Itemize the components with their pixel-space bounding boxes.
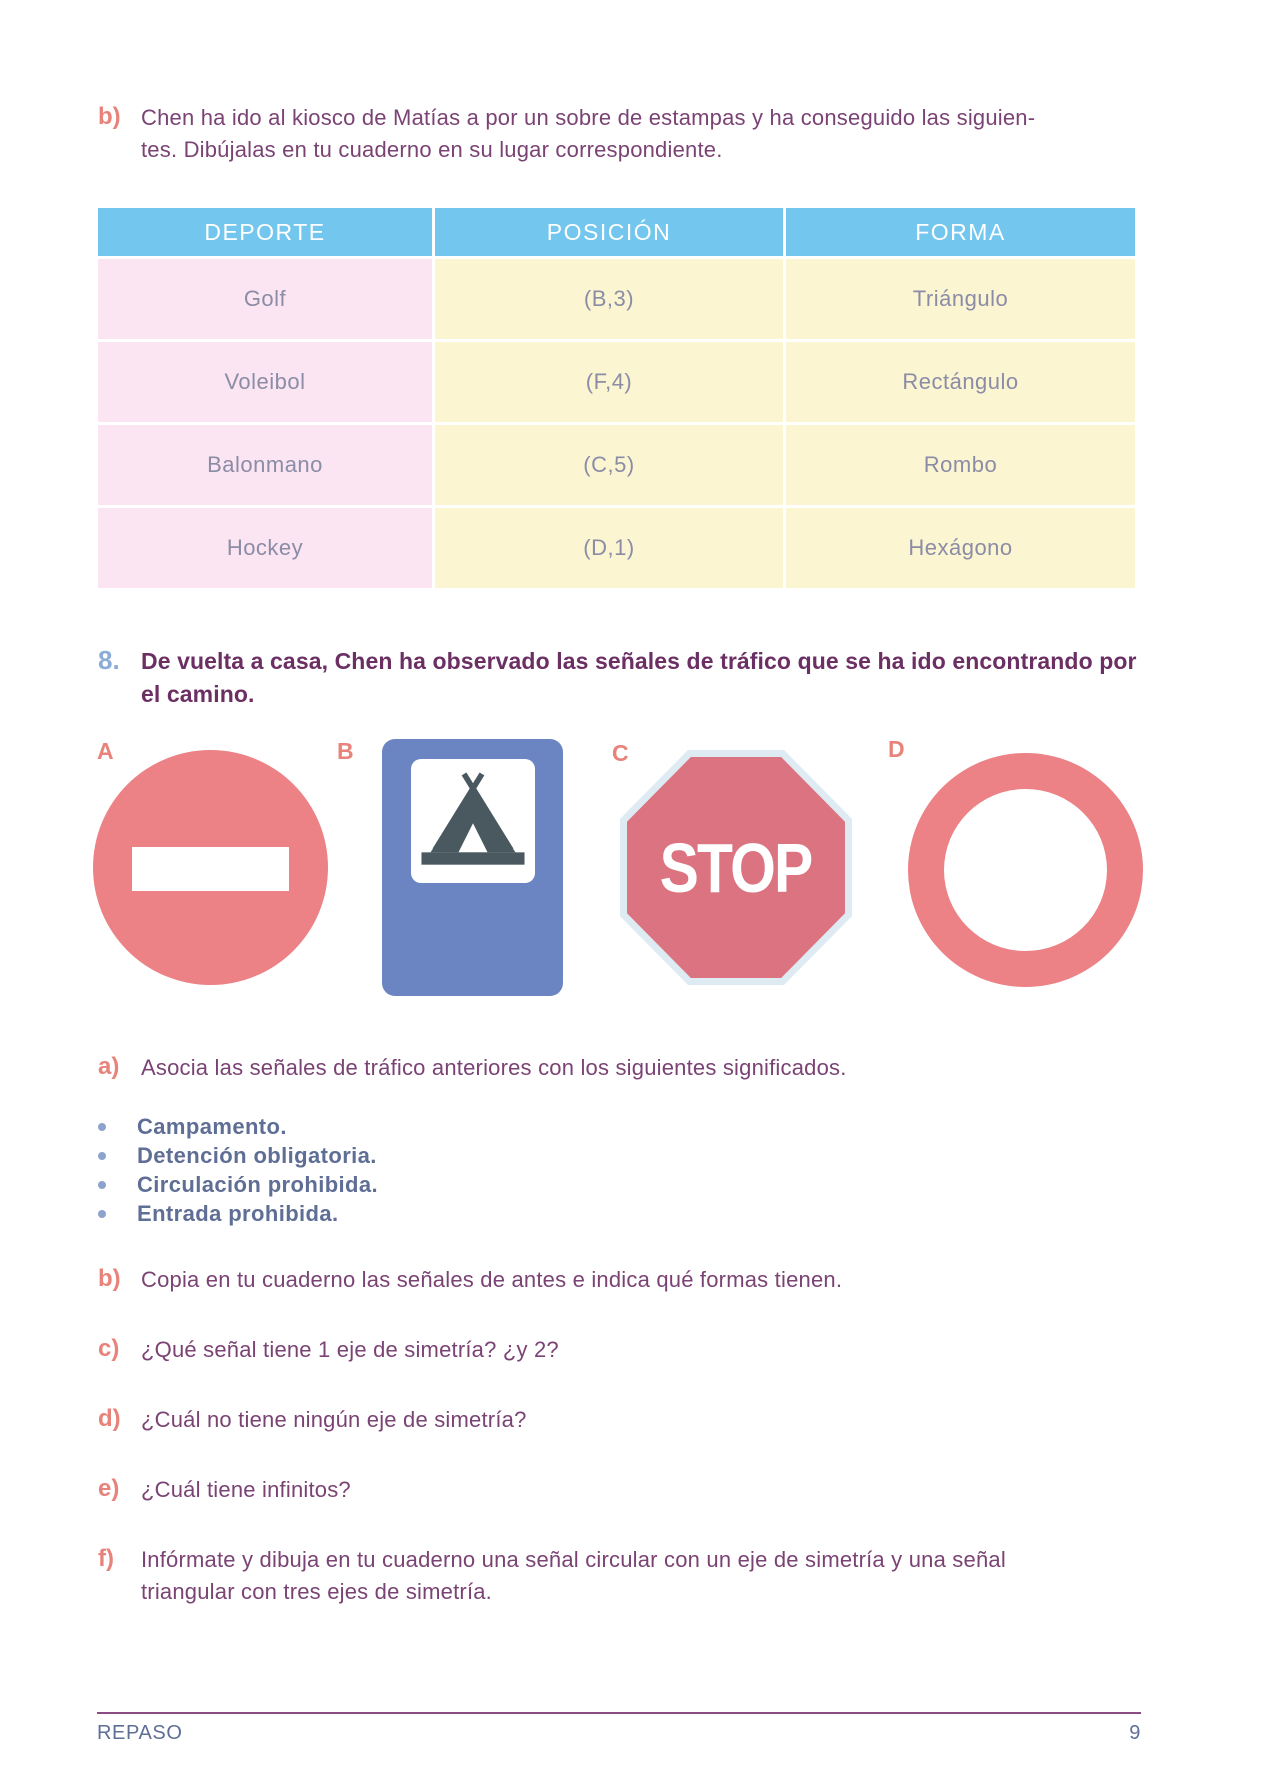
exercise-8-heading: 8. De vuelta a casa, Chen ha observado l… (98, 645, 1178, 711)
sign-label-c: C (612, 740, 629, 766)
question-d: d) ¿Cuál no tiene ningún eje de simetría… (98, 1404, 1178, 1436)
exercise-number: 8. (98, 645, 120, 675)
table-cell: (B,3) (435, 259, 783, 339)
column-header: DEPORTE (98, 208, 432, 256)
table-cell: Rombo (786, 425, 1135, 505)
bullet-text: Campamento. (137, 1114, 287, 1139)
bullet-icon (98, 1152, 106, 1160)
stop-sign-text: STOP (660, 828, 814, 907)
prohibition-ring-sign-icon (908, 753, 1143, 987)
list-item: Detención obligatoria. (98, 1143, 998, 1169)
item-marker: d) (98, 1405, 121, 1432)
column-header: FORMA (786, 208, 1135, 256)
item-marker: e) (98, 1475, 120, 1502)
list-item: Campamento. (98, 1114, 998, 1140)
list-item: Circulación prohibida. (98, 1172, 998, 1198)
question-f-text: Infórmate y dibuja en tu cuaderno una se… (141, 1544, 1006, 1608)
text-line: Chen ha ido al kiosco de Matías a por un… (141, 105, 1036, 130)
table-cell: Voleibol (98, 342, 432, 422)
exercise-intro-text: Chen ha ido al kiosco de Matías a por un… (141, 102, 1035, 166)
exercise-intro-b: b) Chen ha ido al kiosco de Matías a por… (98, 102, 1178, 166)
table-cell: Rectángulo (786, 342, 1135, 422)
question-c: c) ¿Qué señal tiene 1 eje de simetría? ¿… (98, 1334, 1178, 1366)
sign-label-d: D (888, 736, 905, 762)
footer-divider (97, 1712, 1141, 1714)
camping-sign-icon (382, 739, 563, 996)
text-line: tes. Dibújalas en tu cuaderno en su luga… (141, 137, 723, 162)
bullet-text: Detención obligatoria. (137, 1143, 377, 1168)
table-cell: (C,5) (435, 425, 783, 505)
no-entry-bar (132, 847, 289, 891)
table-cell: Golf (98, 259, 432, 339)
table-cell: (D,1) (435, 508, 783, 588)
item-marker: a) (98, 1053, 120, 1080)
no-entry-sign-icon (93, 750, 328, 985)
table-cell: Triángulo (786, 259, 1135, 339)
tent-icon (421, 772, 525, 865)
bullet-text: Circulación prohibida. (137, 1172, 379, 1197)
item-marker: c) (98, 1335, 120, 1362)
question-d-text: ¿Cuál no tiene ningún eje de simetría? (141, 1407, 527, 1432)
sports-position-table: DEPORTE POSICIÓN FORMA Golf (B,3) Triáng… (98, 208, 1135, 588)
text-line: Infórmate y dibuja en tu cuaderno una se… (141, 1547, 1006, 1572)
footer-section-label: REPASO (97, 1722, 183, 1744)
sign-label-a: A (97, 738, 114, 764)
table-cell: Balonmano (98, 425, 432, 505)
sign-label-b: B (337, 738, 354, 764)
question-f: f) Infórmate y dibuja en tu cuaderno una… (98, 1544, 1178, 1608)
page-number: 9 (1129, 1722, 1141, 1744)
table-cell: Hockey (98, 508, 432, 588)
exercise-8-text: De vuelta a casa, Chen ha observado las … (141, 645, 1137, 711)
camping-sign-panel (411, 759, 535, 883)
question-b: b) Copia en tu cuaderno las señales de a… (98, 1264, 1178, 1296)
table-cell: Hexágono (786, 508, 1135, 588)
bullet-text: Entrada prohibida. (137, 1201, 339, 1226)
column-header: POSICIÓN (435, 208, 783, 256)
question-b-text: Copia en tu cuaderno las señales de ante… (141, 1267, 843, 1292)
question-a-text: Asocia las señales de tráfico anteriores… (141, 1055, 847, 1080)
stop-sign-face: STOP (627, 757, 845, 978)
question-e-text: ¿Cuál tiene infinitos? (141, 1477, 351, 1502)
item-marker: b) (98, 103, 121, 130)
bullet-icon (98, 1210, 106, 1218)
footer: REPASO 9 (97, 1722, 1141, 1745)
text-line: De vuelta a casa, Chen ha observado las … (141, 648, 1137, 674)
bullet-icon (98, 1123, 106, 1131)
item-marker: f) (98, 1545, 114, 1572)
list-item: Entrada prohibida. (98, 1201, 998, 1227)
stop-sign-icon: STOP (620, 750, 852, 985)
text-line: triangular con tres ejes de simetría. (141, 1579, 492, 1604)
bullet-icon (98, 1181, 106, 1189)
table-cell: (F,4) (435, 342, 783, 422)
question-e: e) ¿Cuál tiene infinitos? (98, 1474, 1178, 1506)
item-marker: b) (98, 1265, 121, 1292)
question-c-text: ¿Qué señal tiene 1 eje de simetría? ¿y 2… (141, 1337, 559, 1362)
question-a: a) Asocia las señales de tráfico anterio… (98, 1052, 1178, 1084)
text-line: el camino. (141, 681, 255, 707)
